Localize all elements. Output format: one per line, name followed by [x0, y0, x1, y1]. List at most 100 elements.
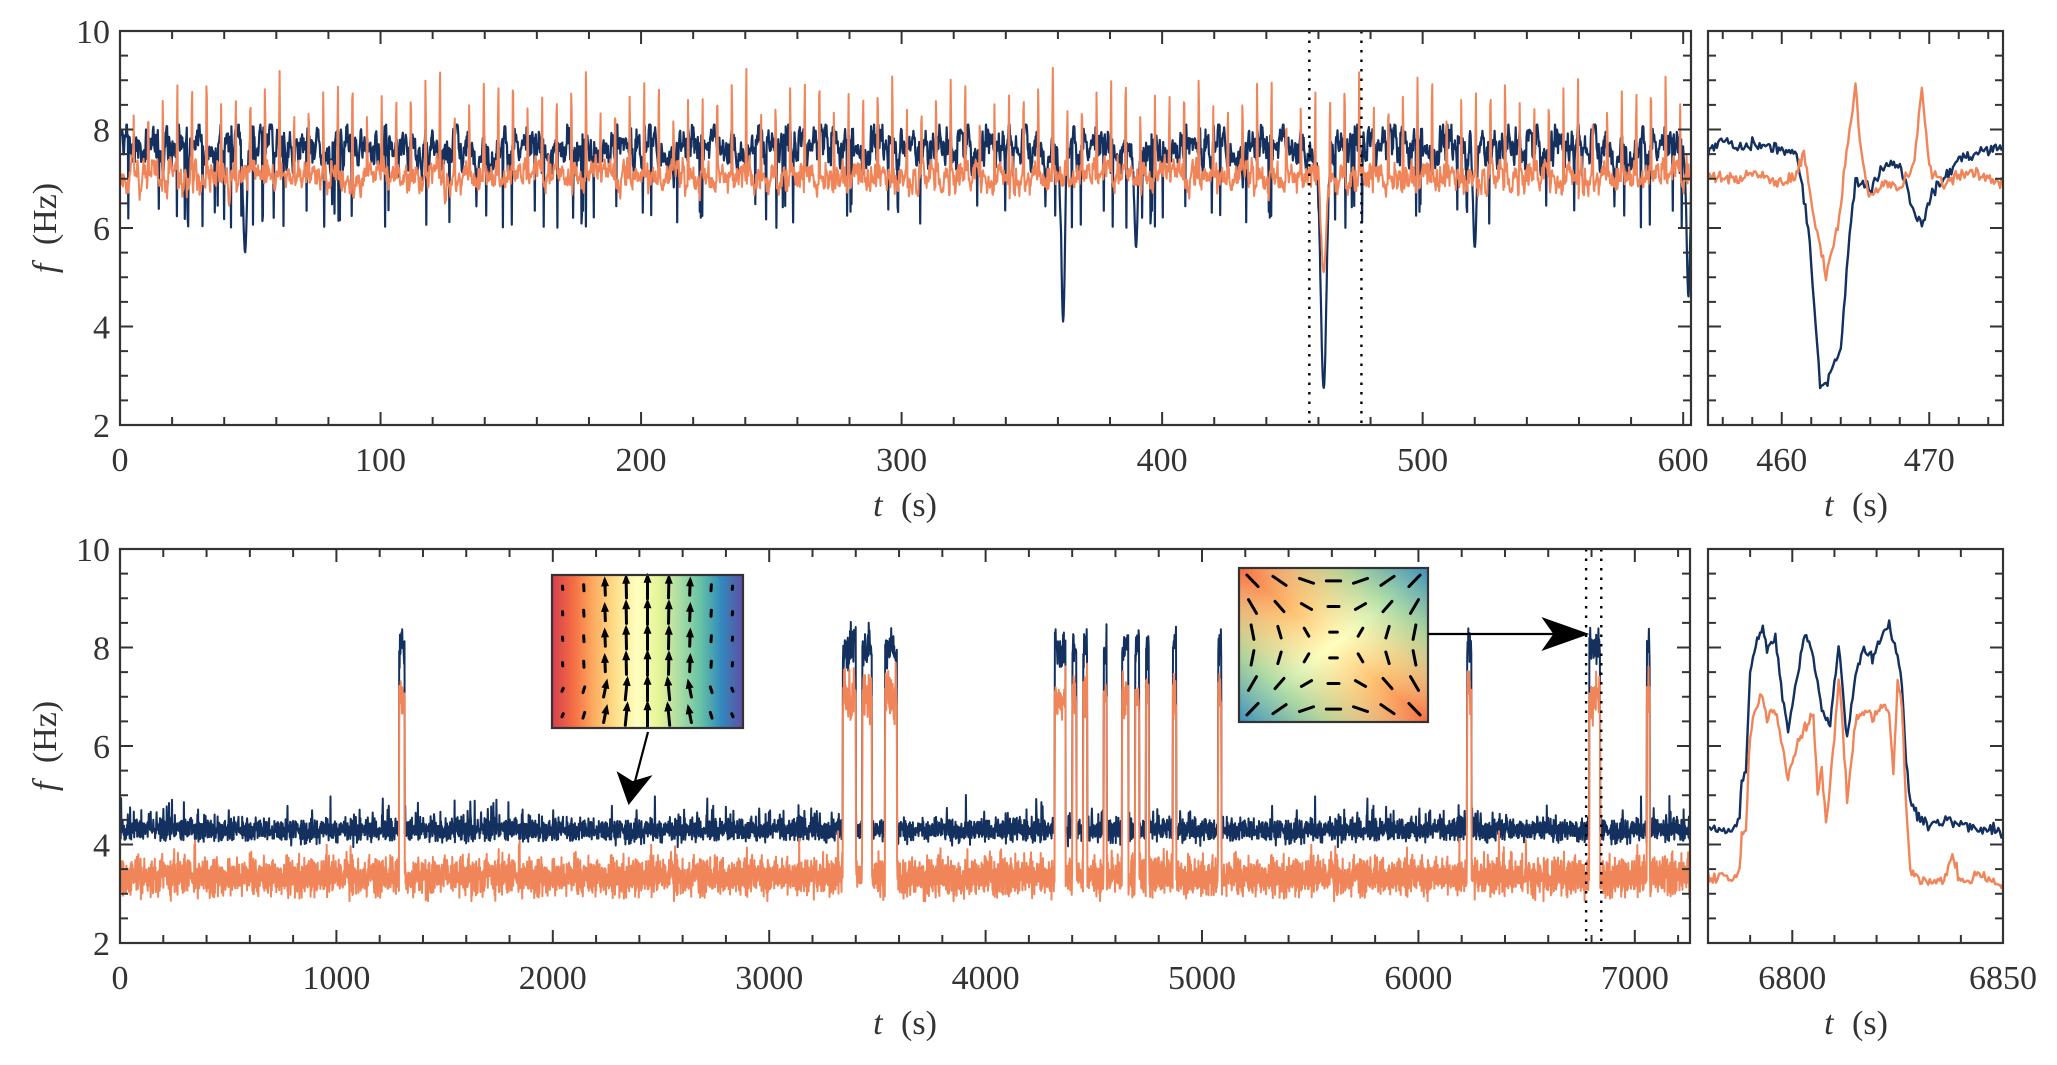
flow-vector	[1276, 624, 1283, 640]
x-tick-label: 1000	[302, 960, 370, 997]
inset-frame	[1237, 566, 1430, 724]
flow-vector-head	[643, 623, 652, 634]
inset-vortex-flow	[550, 572, 745, 806]
flow-vector	[581, 710, 587, 720]
series-orange-line	[1708, 82, 2003, 282]
flow-vector-head	[664, 573, 673, 584]
flow-vector	[1407, 573, 1422, 589]
flow-vector	[1353, 602, 1368, 611]
x-tick-label: 460	[1756, 442, 1807, 479]
flow-vector	[1353, 679, 1368, 688]
flow-vector	[1408, 598, 1421, 615]
x-tick-label: 0	[112, 442, 129, 479]
y-tick-label: 6	[93, 211, 110, 248]
flow-vector-head	[601, 704, 610, 715]
x-tick-label: 470	[1904, 442, 1955, 479]
y-tick-label: 10	[76, 14, 110, 51]
flow-vector-head	[643, 674, 652, 685]
flow-vector-head	[685, 678, 694, 690]
flow-vector	[1381, 599, 1394, 614]
x-tick-label: 7000	[1601, 960, 1669, 997]
series-orange-line	[120, 661, 1690, 903]
flow-vector	[1384, 624, 1391, 640]
x-axis-label-top-zoom: t (s)	[1824, 487, 1888, 524]
flow-vector-head	[686, 601, 694, 612]
flow-vector	[1299, 679, 1314, 688]
x-tick-label: 200	[616, 442, 667, 479]
flow-vector	[730, 712, 735, 719]
inset-pointer-arrowhead	[616, 771, 653, 806]
panel-bottom-zoom: 6800 6850	[1706, 547, 2037, 997]
x-tick-label: 5000	[1168, 960, 1236, 997]
flow-vector	[1249, 649, 1256, 667]
flow-vector	[1351, 576, 1370, 585]
x-axis-unit: (s)	[901, 1005, 937, 1042]
y-tick-label: 10	[76, 532, 110, 569]
x-axis-unit: (s)	[1852, 487, 1888, 524]
x-axis-var: t	[873, 1005, 884, 1042]
flow-vector	[1273, 676, 1286, 691]
y-tick-label: 4	[93, 828, 110, 865]
flow-vector-head	[601, 678, 610, 690]
flow-vector-head	[664, 624, 673, 635]
x-tick-label: 500	[1397, 442, 1448, 479]
panel-top-main: 0 100 200 300 400 500 600 2 4 6 8 10	[76, 14, 1709, 479]
x-tick-label: 100	[355, 442, 406, 479]
flow-vector	[730, 686, 735, 693]
flow-vector-head	[643, 598, 652, 609]
inset-colormap-overlay	[1239, 568, 1428, 722]
x-axis-label-top-main: t (s)	[873, 487, 937, 524]
flow-vector	[1246, 675, 1259, 692]
x-tick-label: 6000	[1384, 960, 1452, 997]
inset-frame	[550, 573, 745, 730]
flow-vector-head	[686, 652, 694, 663]
x-tick-label: 4000	[952, 960, 1020, 997]
y-axis-unit: (Hz)	[27, 701, 64, 763]
flow-vector-head	[686, 627, 694, 638]
x-axis-unit: (s)	[901, 487, 937, 524]
flow-vector	[1411, 623, 1418, 641]
y-axis-var: f	[27, 777, 64, 791]
flow-vector	[1273, 599, 1286, 614]
x-tick-label: 0	[112, 960, 129, 997]
x-tick-label: 400	[1137, 442, 1188, 479]
flow-vector	[1299, 602, 1314, 611]
flow-vector	[1408, 675, 1421, 692]
inset-pointer-arrowhead	[1541, 617, 1590, 651]
flow-vector	[1351, 705, 1370, 714]
x-axis-var: t	[1824, 1005, 1835, 1042]
y-axis-label-bottom: f (Hz)	[27, 701, 64, 791]
flow-vector	[1356, 626, 1365, 638]
flow-vector	[1302, 626, 1311, 638]
flow-vector	[1411, 649, 1418, 667]
y-tick-label: 2	[93, 926, 110, 963]
flow-vector	[1271, 703, 1288, 716]
x-tick-label: 6800	[1758, 960, 1826, 997]
flow-vector-head	[601, 601, 609, 612]
panel-bottom-main: 0 1000 2000 3000 4000 5000 6000 7000 2 4 6 8 10	[76, 532, 1692, 997]
flow-vector-head	[664, 599, 673, 610]
flow-vector	[1379, 703, 1396, 716]
flow-vector	[1297, 576, 1316, 585]
flow-vector-head	[643, 649, 652, 660]
series-orange-line	[120, 66, 1691, 274]
x-axis-label-bottom-main: t (s)	[873, 1005, 937, 1042]
flow-vector	[1249, 623, 1256, 641]
x-axis-label-bottom-zoom: t (s)	[1824, 1005, 1888, 1042]
flow-vector	[1245, 701, 1260, 717]
inset-pointer-line	[633, 731, 650, 784]
x-axis-var: t	[1824, 487, 1835, 524]
flow-vector-head	[643, 572, 652, 583]
x-tick-label: 6850	[1969, 960, 2037, 997]
flow-vector-head	[664, 675, 673, 687]
x-axis-var: t	[873, 487, 884, 524]
flow-vector	[1245, 573, 1260, 589]
flow-vector	[1246, 598, 1259, 615]
flow-vector	[1407, 701, 1422, 717]
flow-vector	[560, 712, 565, 719]
flow-vector	[1276, 650, 1283, 666]
series-orange-line	[1708, 678, 2003, 890]
series-blue-line	[1708, 619, 2003, 839]
y-tick-label: 8	[93, 631, 110, 668]
inset-saddle-flow	[1237, 566, 1590, 724]
